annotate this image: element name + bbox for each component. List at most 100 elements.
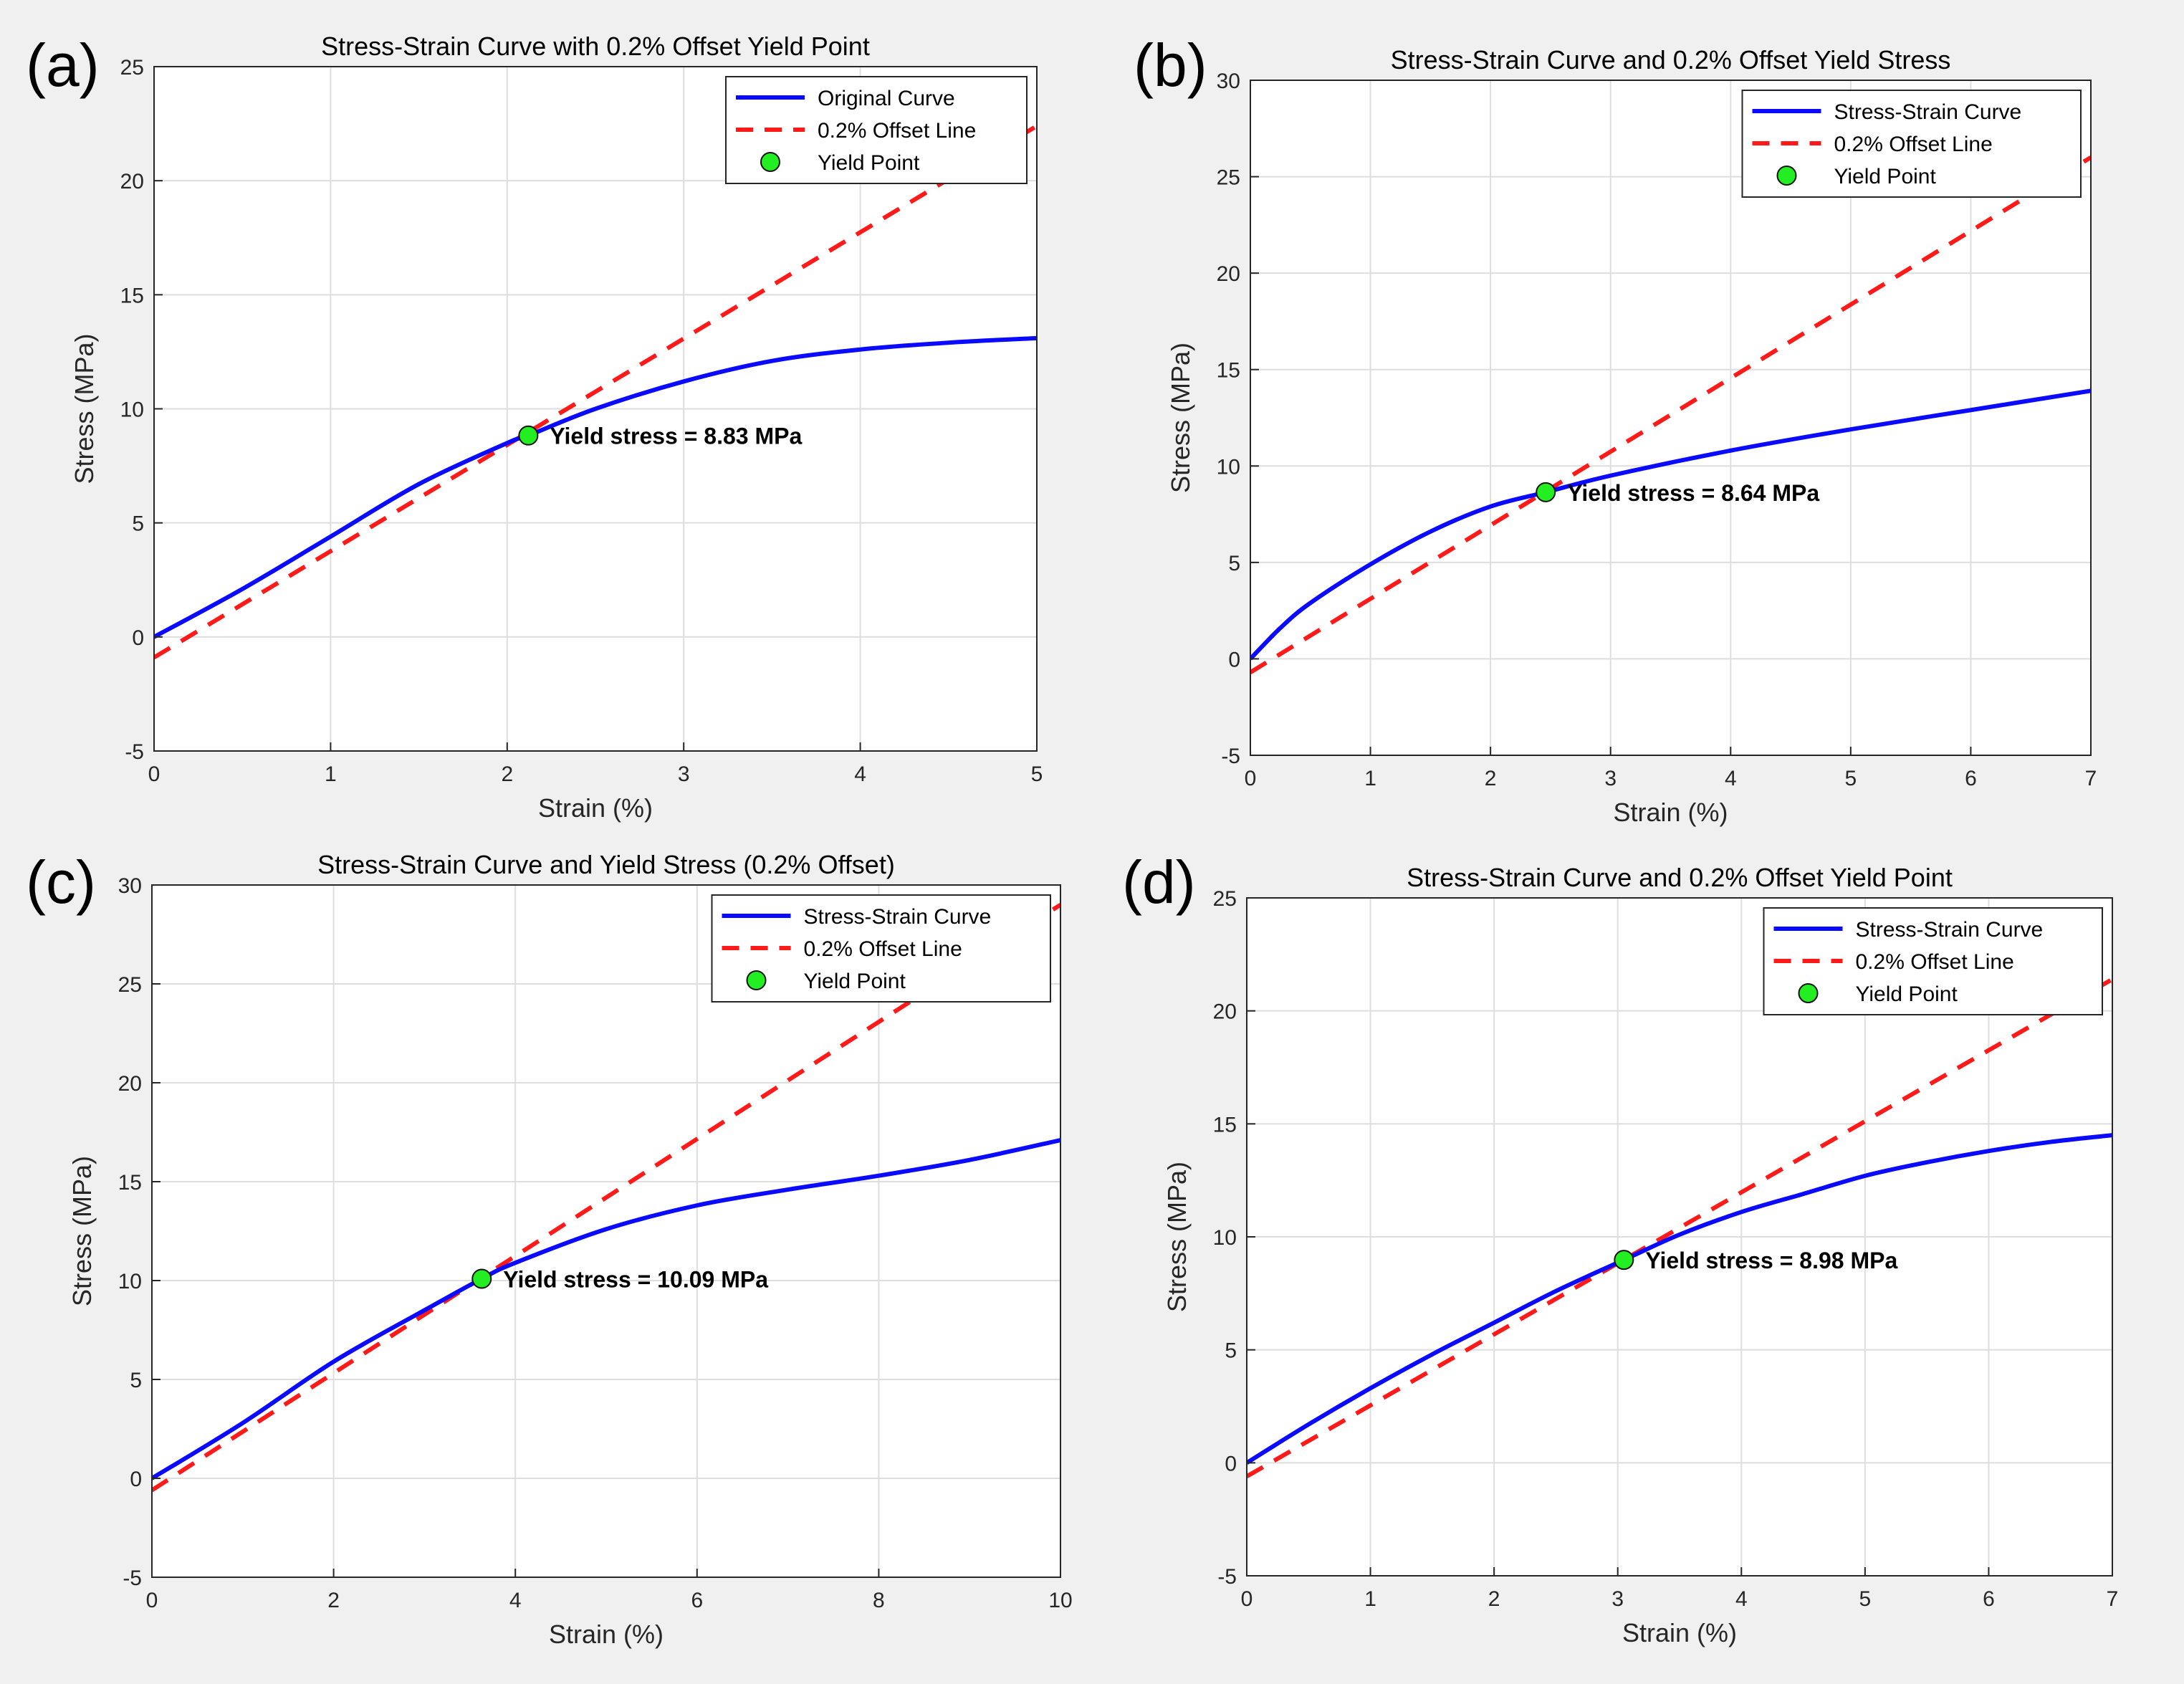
y-tick-label: 20 — [1217, 262, 1240, 286]
yield-point-marker — [471, 1268, 492, 1289]
x-tick-label: 4 — [854, 762, 866, 786]
x-axis-label: Strain (%) — [1622, 1618, 1737, 1647]
y-tick-label: 10 — [1213, 1226, 1237, 1250]
yield-annotation: Yield stress = 8.64 MPa — [1567, 480, 1819, 506]
legend-entry-label: Stress-Strain Curve — [1834, 100, 2022, 124]
stress-strain-curve — [1247, 1133, 2112, 1465]
yield-point-marker — [1536, 482, 1556, 502]
x-tick-label: 4 — [1725, 767, 1737, 790]
x-axis-label: Strain (%) — [538, 793, 653, 823]
legend-entry-label: Yield Point — [804, 970, 906, 993]
y-tick-label: 20 — [118, 1072, 142, 1096]
x-axis-label: Strain (%) — [549, 1620, 664, 1649]
x-tick-label: 10 — [1048, 1589, 1072, 1612]
legend: Stress-Strain Curve 0.2% Offset Line Yield… — [1741, 90, 2082, 198]
offset-line — [1250, 156, 2091, 674]
panel-label: (a) — [26, 32, 100, 99]
y-tick-label: 10 — [118, 1270, 142, 1293]
y-tick-label: 25 — [120, 56, 144, 80]
chart-title: Stress-Strain Curve and 0.2% Offset Yiel… — [1391, 45, 1951, 75]
y-tick-label: 30 — [118, 874, 142, 898]
legend-entry-label: Stress-Strain Curve — [1856, 918, 2044, 942]
x-tick-label: 3 — [678, 762, 690, 786]
y-tick-label: 0 — [1225, 1452, 1237, 1475]
y-axis-label: Stress (MPa) — [67, 1156, 97, 1306]
panel-label: (d) — [1122, 848, 1196, 916]
legend-entry-label: Yield Point — [1856, 982, 1958, 1006]
legend: Stress-Strain Curve 0.2% Offset Line Yield… — [1763, 907, 2103, 1015]
legend-box — [1763, 907, 2103, 1015]
axes-frame — [151, 884, 1061, 1578]
panel-label: (b) — [1134, 32, 1207, 99]
x-tick-label: 1 — [1364, 1587, 1376, 1611]
y-tick-label: -5 — [123, 1566, 142, 1590]
y-tick-label: 15 — [118, 1171, 142, 1195]
y-tick-label: -5 — [1217, 1565, 1237, 1589]
x-tick-label: 8 — [873, 1589, 885, 1612]
y-tick-label: 15 — [1213, 1113, 1237, 1137]
x-tick-label: 5 — [1859, 1587, 1872, 1611]
y-tick-label: 25 — [118, 973, 142, 997]
y-tick-label: 5 — [1228, 552, 1240, 575]
yield-point-marker — [1614, 1250, 1634, 1271]
y-tick-label: 0 — [132, 626, 144, 650]
x-tick-label: 7 — [2107, 1587, 2119, 1611]
legend-entry-label: Stress-Strain Curve — [804, 905, 992, 929]
x-tick-label: 2 — [327, 1589, 340, 1612]
legend-entry-label: Yield Point — [818, 151, 920, 175]
x-tick-label: 4 — [509, 1589, 522, 1612]
x-tick-label: 1 — [1364, 767, 1376, 790]
x-axis-label: Strain (%) — [1613, 798, 1728, 827]
y-tick-label: -5 — [1221, 745, 1240, 768]
x-tick-label: 3 — [1611, 1587, 1624, 1611]
legend-entry-label: Original Curve — [818, 87, 955, 110]
y-tick-label: 0 — [1228, 648, 1240, 671]
y-tick-label: -5 — [125, 740, 144, 764]
y-tick-label: 25 — [1217, 166, 1240, 190]
x-tick-label: 6 — [1983, 1587, 1995, 1611]
x-tick-label: 5 — [1845, 767, 1857, 790]
legend-entry-label: 0.2% Offset Line — [818, 119, 976, 143]
x-tick-label: 0 — [146, 1589, 158, 1612]
x-tick-label: 4 — [1735, 1587, 1748, 1611]
x-tick-label: 2 — [1488, 1587, 1500, 1611]
y-tick-label: 5 — [1225, 1339, 1237, 1363]
legend-box — [1741, 90, 2082, 198]
legend: Stress-Strain Curve 0.2% Offset Line Yield… — [711, 894, 1051, 1003]
y-tick-label: 20 — [120, 170, 144, 193]
y-axis-label: Stress (MPa) — [1166, 343, 1195, 493]
stress-strain-curve — [154, 335, 1037, 639]
legend-box — [711, 894, 1051, 1003]
legend-swatch-marker — [1798, 983, 1819, 1003]
x-tick-label: 2 — [501, 762, 513, 786]
y-axis-label: Stress (MPa) — [1162, 1162, 1192, 1312]
stress-strain-curve — [152, 1138, 1060, 1480]
x-tick-label: 3 — [1604, 767, 1617, 790]
y-tick-label: 15 — [1217, 359, 1240, 383]
plot-area — [1247, 977, 2112, 1478]
x-tick-label: 0 — [1245, 767, 1257, 790]
x-tick-label: 0 — [1241, 1587, 1253, 1611]
axes-frame — [1250, 80, 2092, 756]
x-tick-label: 5 — [1031, 762, 1043, 786]
legend-entry-label: 0.2% Offset Line — [1834, 133, 1993, 156]
plot-area — [154, 124, 1037, 660]
x-tick-label: 0 — [148, 762, 161, 786]
legend-entry-label: 0.2% Offset Line — [1856, 950, 2014, 974]
yield-annotation: Yield stress = 8.83 MPa — [550, 424, 802, 449]
y-tick-label: 0 — [130, 1468, 142, 1491]
yield-annotation: Yield stress = 8.98 MPa — [1645, 1248, 1897, 1273]
legend-swatch-marker — [746, 970, 767, 990]
legend-swatch-marker — [1776, 166, 1797, 186]
y-tick-label: 20 — [1213, 1000, 1237, 1024]
y-tick-label: 25 — [1213, 887, 1237, 911]
x-tick-label: 6 — [1965, 767, 1977, 790]
y-tick-label: 30 — [1217, 70, 1240, 93]
yield-annotation: Yield stress = 10.09 MPa — [503, 1267, 768, 1293]
legend: Original Curve 0.2% Offset Line Yield Poin… — [725, 76, 1028, 184]
